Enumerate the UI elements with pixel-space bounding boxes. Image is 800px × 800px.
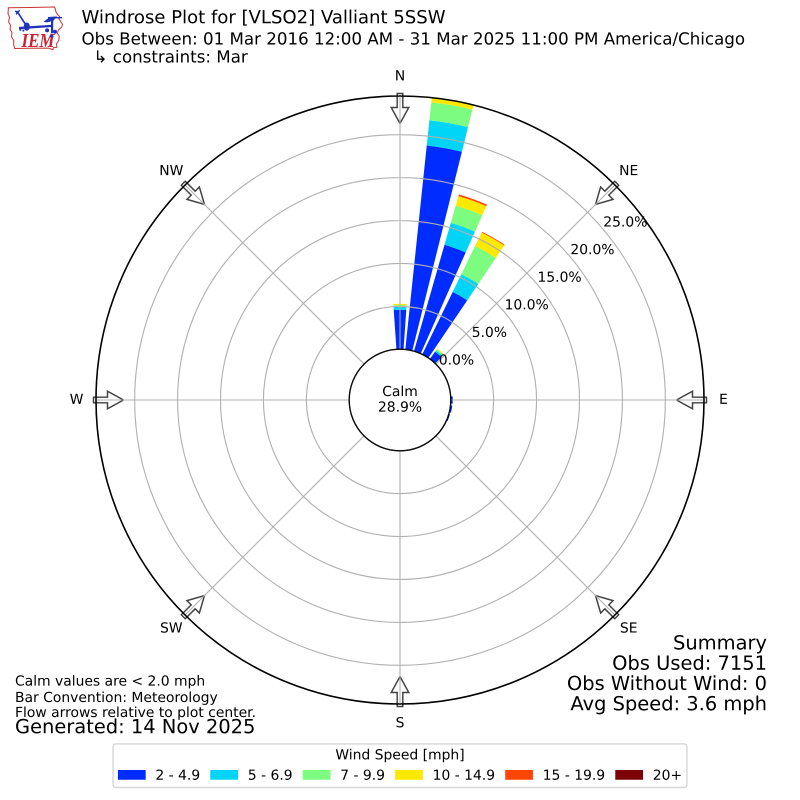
svg-text:IEM: IEM <box>21 30 55 53</box>
